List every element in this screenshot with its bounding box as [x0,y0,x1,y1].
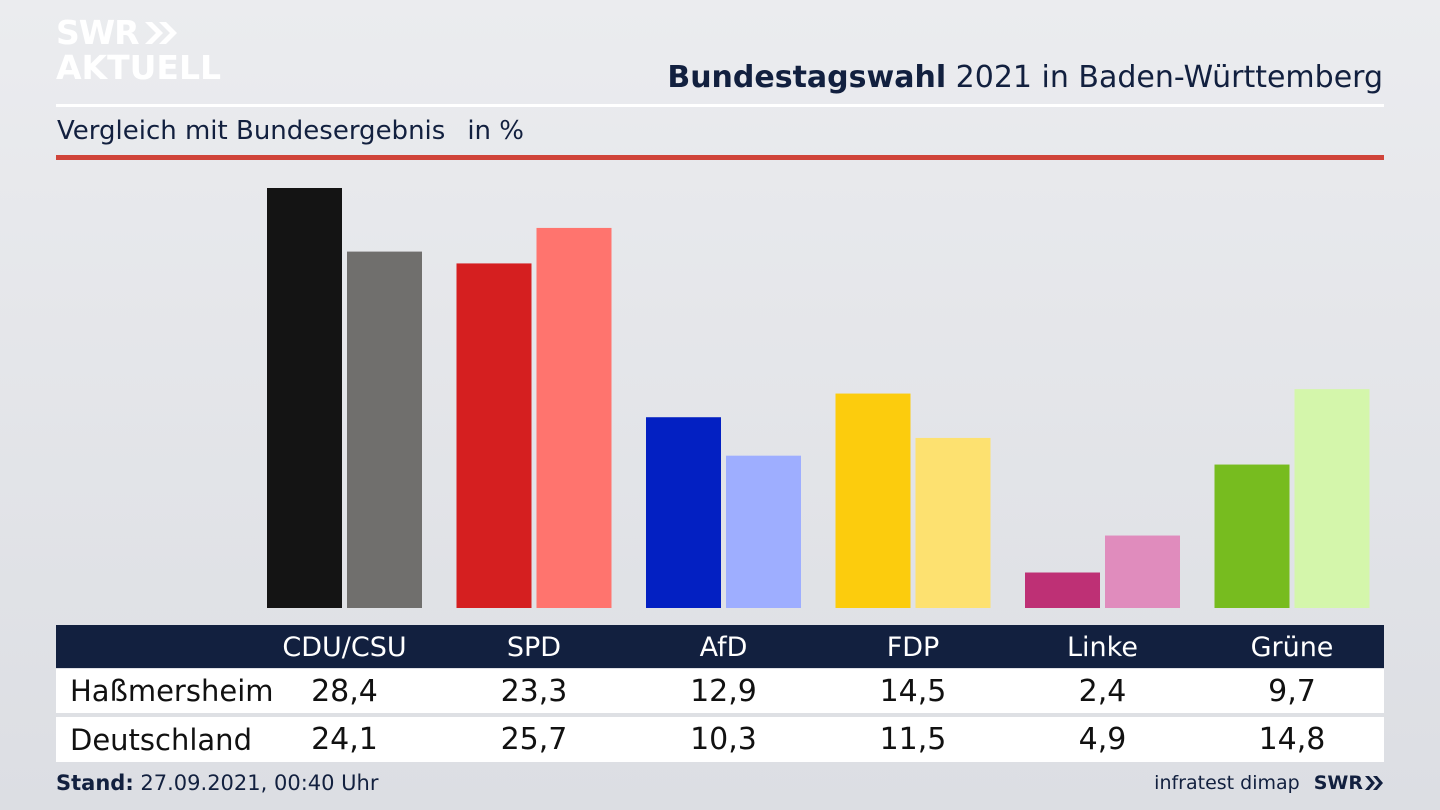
row-label: Haßmersheim [70,674,274,708]
bar-local-5 [1214,464,1290,608]
header-divider [56,104,1384,107]
page-title: Bundestagswahl 2021 in Baden-Württemberg [667,60,1383,95]
source-label: infratest dimap [1154,772,1300,794]
bar-national-2 [726,455,801,608]
subtitle: Vergleich mit Bundesergebnis in % [57,116,524,146]
footer-source: infratest dimap SWR [1154,772,1384,794]
title-rest: 2021 in Baden-Württemberg [946,60,1383,95]
row-label: Deutschland [70,722,252,757]
table-cell: 4,9 [1078,722,1127,757]
bar-chart [267,188,1370,609]
column-header: Linke [1067,632,1138,663]
table-row: Deutschland 24,1 25,7 10,3 11,5 4,9 14,8 [56,717,1384,762]
table-cell: 12,9 [690,673,757,709]
bar-local-1 [456,263,532,608]
double-chevron-icon [1365,776,1383,790]
table-cell: 2,4 [1078,673,1127,709]
subtitle-divider [56,155,1384,160]
title-bold: Bundestagswahl [667,60,947,95]
table-cell: 24,1 [311,722,378,757]
unit-label: in % [467,116,524,146]
bar-national-0 [347,251,422,608]
table-cell: 25,7 [500,722,568,757]
bar-national-5 [1294,389,1370,608]
table-cell: 14,5 [879,673,947,709]
table-cell: 11,5 [879,722,947,757]
swr-aktuell-logo: SWR AKTUELL [56,16,221,84]
table-cell: 23,3 [500,673,568,709]
bar-national-3 [915,437,991,608]
table-row: Haßmersheim 28,4 23,3 12,9 14,5 2,4 9,7 [56,669,1384,713]
column-header: CDU/CSU [282,632,407,663]
results-table: CDU/CSU SPD AfD FDP Linke Grüne Haßmersheim 2… [56,625,1384,762]
table-cell: 14,8 [1258,722,1326,757]
column-header: SPD [506,632,562,663]
table-cell: 10,3 [690,722,757,757]
logo-line2: AKTUELL [56,48,222,87]
bar-local-0 [267,188,342,608]
table-cell: 28,4 [311,673,378,709]
table-header: CDU/CSU SPD AfD FDP Linke Grüne [56,625,1384,668]
logo-line1: SWR [56,13,140,52]
column-header: AfD [699,632,748,663]
footer-swr-logo: SWR [1314,772,1384,794]
timestamp: Stand: 27.09.2021, 00:40 Uhr [56,771,379,795]
column-header: FDP [886,632,940,663]
bar-national-4 [1105,535,1180,608]
subtitle-text: Vergleich mit Bundesergebnis [57,116,446,146]
stand-label: Stand: [56,771,134,795]
bar-national-1 [536,227,612,609]
stand-value: 27.09.2021, 00:40 Uhr [133,771,379,795]
footer-logo-text: SWR [1313,772,1363,794]
column-header: Grüne [1250,632,1334,663]
bar-local-4 [1025,572,1100,608]
bar-local-3 [835,393,911,608]
bar-local-2 [646,417,721,608]
double-chevron-icon [144,21,177,44]
table-cell: 9,7 [1268,673,1316,709]
